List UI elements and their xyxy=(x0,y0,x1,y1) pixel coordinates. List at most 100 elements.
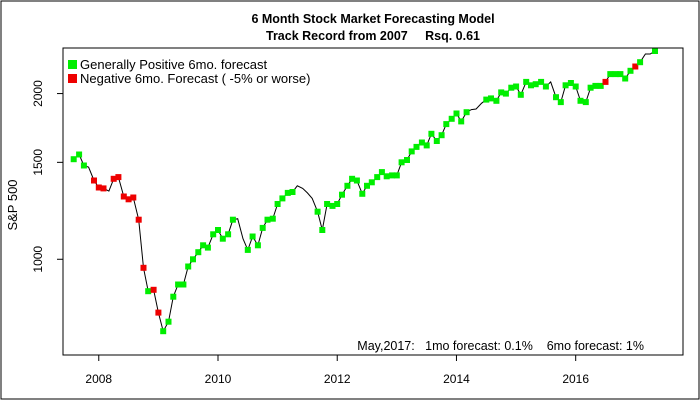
negative-forecast-marker xyxy=(95,184,102,191)
positive-forecast-marker xyxy=(453,110,460,117)
chart-title: 6 Month Stock Market Forecasting Model xyxy=(251,12,494,26)
positive-forecast-marker xyxy=(433,138,440,144)
positive-forecast-marker xyxy=(612,71,619,78)
axis-layer: 2008 2010 2012 2014 2016 1000 1500 2000 xyxy=(31,80,589,386)
positive-forecast-marker xyxy=(523,78,530,85)
positive-forecast-marker xyxy=(483,96,490,103)
y-tick-label: 1000 xyxy=(31,246,45,273)
positive-forecast-marker xyxy=(617,71,624,78)
positive-forecast-marker xyxy=(622,75,629,82)
positive-forecast-marker xyxy=(428,130,435,137)
positive-forecast-marker xyxy=(219,235,226,242)
positive-forecast-marker xyxy=(185,263,192,270)
positive-forecast-marker xyxy=(344,182,351,189)
plot-area-frame xyxy=(62,47,684,356)
positive-forecast-marker xyxy=(592,82,599,89)
positive-forecast-marker xyxy=(269,215,276,222)
positive-forecast-marker xyxy=(204,244,211,251)
positive-forecast-marker xyxy=(259,224,266,231)
x-tick-label: 2008 xyxy=(85,372,112,386)
positive-forecast-marker xyxy=(329,202,336,209)
positive-forecast-marker xyxy=(404,157,410,163)
positive-forecast-marker xyxy=(413,143,420,150)
positive-forecast-marker xyxy=(398,159,405,166)
positive-forecast-marker xyxy=(572,83,579,90)
positive-forecast-marker xyxy=(70,156,77,163)
positive-forecast-marker xyxy=(175,281,182,288)
positive-forecast-marker xyxy=(513,83,520,90)
positive-forecast-marker xyxy=(597,82,604,89)
positive-forecast-marker xyxy=(652,48,658,54)
positive-forecast-marker xyxy=(319,227,326,233)
positive-forecast-marker xyxy=(165,318,172,325)
positive-forecast-marker xyxy=(225,231,232,238)
negative-forecast-marker xyxy=(135,216,142,223)
positive-forecast-marker xyxy=(374,174,381,181)
positive-forecast-marker xyxy=(553,94,559,101)
legend-swatch-positive xyxy=(68,60,77,69)
forecast-annotation: May,2017: 1mo forecast: 0.1% 6mo forecas… xyxy=(357,339,644,353)
positive-forecast-marker xyxy=(160,328,167,335)
negative-forecast-marker xyxy=(115,174,122,181)
positive-forecast-marker xyxy=(254,242,261,249)
negative-forecast-marker xyxy=(110,175,117,182)
positive-forecast-marker xyxy=(582,99,589,106)
positive-forecast-marker xyxy=(274,201,281,207)
positive-forecast-marker xyxy=(458,118,465,125)
positive-forecast-marker xyxy=(517,91,524,98)
positive-forecast-marker xyxy=(383,173,390,180)
positive-forecast-marker xyxy=(76,151,83,158)
positive-forecast-marker xyxy=(542,83,549,90)
positive-forecast-marker xyxy=(607,71,614,78)
x-tick-label: 2014 xyxy=(443,372,470,386)
positive-forecast-marker xyxy=(463,109,470,116)
negative-forecast-marker xyxy=(125,196,132,203)
positive-forecast-marker xyxy=(353,177,360,184)
positive-forecast-marker xyxy=(528,82,534,89)
positive-forecast-marker xyxy=(587,84,594,91)
positive-forecast-marker xyxy=(493,97,500,104)
legend-label-negative: Negative 6mo. Forecast ( -5% or worse) xyxy=(80,71,310,86)
positive-forecast-marker xyxy=(190,256,196,263)
positive-forecast-marker xyxy=(359,190,366,197)
positive-forecast-marker xyxy=(627,67,634,74)
positive-forecast-marker xyxy=(170,293,177,300)
positive-forecast-marker xyxy=(145,288,152,295)
negative-forecast-marker xyxy=(150,286,157,293)
positive-forecast-marker xyxy=(389,172,396,179)
x-tick-label: 2016 xyxy=(562,372,589,386)
legend: Generally Positive 6mo. forecast Negativ… xyxy=(68,57,310,86)
x-tick-label: 2010 xyxy=(205,372,232,386)
negative-forecast-marker xyxy=(155,309,162,316)
positive-forecast-marker xyxy=(215,227,221,233)
positive-forecast-marker xyxy=(364,182,370,189)
positive-forecast-marker xyxy=(334,201,341,207)
positive-forecast-marker xyxy=(349,175,356,182)
chart-subtitle: Track Record from 2007 Rsq. 0.61 xyxy=(266,29,480,43)
legend-label-positive: Generally Positive 6mo. forecast xyxy=(80,57,268,72)
positive-forecast-marker xyxy=(577,97,584,104)
positive-forecast-marker xyxy=(180,281,187,288)
positive-forecast-marker xyxy=(532,81,539,88)
positive-forecast-marker xyxy=(637,59,644,66)
negative-forecast-marker xyxy=(632,63,639,70)
y-tick-label: 1500 xyxy=(31,149,45,176)
positive-forecast-marker xyxy=(538,78,545,85)
negative-forecast-marker xyxy=(91,177,97,184)
positive-forecast-marker xyxy=(423,142,430,149)
positive-forecast-marker xyxy=(324,201,331,207)
positive-forecast-marker xyxy=(438,132,445,139)
positive-forecast-marker xyxy=(562,82,569,89)
positive-forecast-marker xyxy=(289,189,296,195)
positive-forecast-marker xyxy=(567,80,574,86)
positive-forecast-marker xyxy=(229,216,236,223)
positive-forecast-marker xyxy=(418,139,425,146)
negative-forecast-marker xyxy=(602,78,609,85)
positive-forecast-marker xyxy=(80,162,87,169)
positive-forecast-marker xyxy=(284,189,291,196)
positive-forecast-marker xyxy=(210,231,217,238)
positive-forecast-marker xyxy=(195,249,202,256)
